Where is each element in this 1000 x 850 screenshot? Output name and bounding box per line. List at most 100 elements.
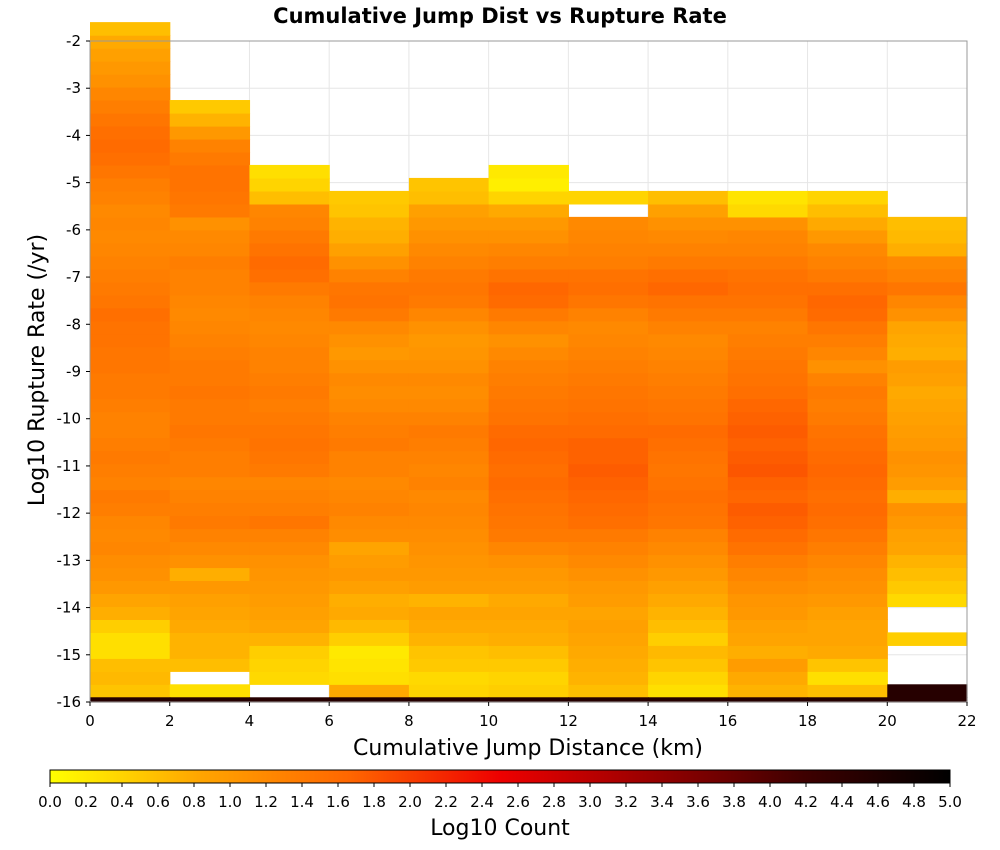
heatmap-cell [408, 268, 490, 283]
heatmap-cell [727, 255, 809, 270]
heatmap-cell [568, 333, 649, 348]
heatmap-cell [329, 255, 410, 270]
x-tick-label: 6 [324, 712, 334, 730]
heatmap-cell [408, 255, 490, 270]
heatmap-cell [408, 684, 490, 698]
heatmap-cell [249, 385, 330, 400]
heatmap-cell [807, 619, 888, 633]
heatmap-cell [568, 645, 649, 659]
heatmap-cell [169, 645, 251, 659]
heatmap-cell [249, 203, 330, 218]
heatmap-cell [648, 281, 729, 296]
colorbar-tick-label: 2.4 [470, 793, 494, 811]
heatmap-cell [727, 281, 809, 296]
heatmap-cell [807, 437, 888, 452]
heatmap-cell [807, 580, 888, 595]
heatmap-cell [249, 606, 330, 620]
x-axis-ticks: 0 2 4 6 8 10 12 14 16 18 20 22 [85, 702, 977, 730]
heatmap-cell [727, 359, 809, 374]
heatmap-cell [488, 671, 569, 685]
y-tick-label: -10 [57, 410, 82, 428]
heatmap-cell [329, 216, 410, 231]
heatmap-cell-bottom [169, 697, 251, 703]
heatmap-cell [727, 307, 809, 322]
heatmap-cell [648, 359, 729, 374]
heatmap-cell [887, 502, 968, 517]
heatmap-cell [90, 437, 171, 452]
heatmap-cell [887, 463, 968, 478]
heatmap-cell [807, 411, 888, 426]
x-tick-label: 18 [798, 712, 817, 730]
chart-title: Cumulative Jump Dist vs Rupture Rate [273, 4, 727, 28]
heatmap-cell [408, 450, 490, 465]
heatmap-cell [727, 671, 809, 685]
heatmap-cell [90, 541, 171, 556]
heatmap-cell [329, 606, 410, 620]
heatmap-cell [90, 346, 171, 361]
heatmap-cell [169, 333, 251, 348]
heatmap-cell [807, 255, 888, 270]
heatmap-cell [887, 268, 968, 283]
heatmap-cell [90, 138, 171, 153]
heatmap-cell [249, 346, 330, 361]
heatmap-cell [488, 580, 569, 595]
heatmap-cell [887, 359, 968, 374]
heatmap-cell [169, 593, 251, 607]
heatmap-cell [488, 164, 569, 179]
x-tick-label: 8 [404, 712, 414, 730]
heatmap-cell [169, 411, 251, 426]
heatmap-cell [727, 463, 809, 478]
heatmap-cell [249, 268, 330, 283]
heatmap-cell [249, 216, 330, 231]
heatmap-cell [568, 255, 649, 270]
heatmap-cell [648, 203, 729, 218]
heatmap-cell [727, 554, 809, 569]
heatmap-cell [727, 229, 809, 244]
y-tick-label: -8 [66, 315, 81, 333]
heatmap-cell [90, 100, 171, 114]
heatmap-cell [408, 177, 490, 192]
y-tick-label: -9 [66, 363, 81, 381]
heatmap-cell [887, 528, 968, 543]
heatmap-cell [249, 645, 330, 659]
heatmap-cell [807, 554, 888, 569]
heatmap-cell [329, 398, 410, 413]
heatmap-cell [887, 307, 968, 322]
heatmap-cell [568, 671, 649, 685]
colorbar-tick-label: 3.0 [578, 793, 602, 811]
heatmap-cell [807, 684, 888, 698]
heatmap-cell [90, 320, 171, 335]
heatmap-cell [488, 450, 569, 465]
heatmap-cell [648, 385, 729, 400]
heatmap-cell [568, 216, 649, 231]
heatmap-cell [568, 606, 649, 620]
heatmap-cell [807, 671, 888, 685]
heatmap-cell [568, 294, 649, 309]
heatmap-cell-bottom [249, 697, 330, 703]
heatmap-cell [90, 580, 171, 595]
heatmap-cell [249, 229, 330, 244]
heatmap-cell [488, 255, 569, 270]
heatmap-cell [408, 372, 490, 387]
heatmap-cell [648, 229, 729, 244]
heatmap-cell [90, 242, 171, 257]
heatmap-cell [90, 74, 171, 88]
heatmap-cell [90, 658, 171, 672]
heatmap-cell [648, 463, 729, 478]
heatmap-cell [568, 385, 649, 400]
heatmap-cell [488, 268, 569, 283]
heatmap-cell [90, 515, 171, 530]
heatmap-cell [488, 203, 569, 218]
heatmap-cell [408, 580, 490, 595]
heatmap-cell [90, 61, 171, 75]
heatmap-cell [727, 684, 809, 698]
colorbar-ticks: 0.0 0.2 0.4 0.6 0.8 1.0 1.2 1.4 1.6 1.8 2.0 2.2 2.4 2… [38, 783, 962, 811]
heatmap-cell [727, 645, 809, 659]
heatmap-cell [807, 541, 888, 556]
heatmap-cell [408, 203, 490, 218]
heatmap-cell [90, 87, 171, 101]
heatmap-cell [249, 437, 330, 452]
heatmap-cell [727, 593, 809, 607]
heatmap-cell [249, 671, 330, 685]
heatmap-cell [727, 580, 809, 595]
